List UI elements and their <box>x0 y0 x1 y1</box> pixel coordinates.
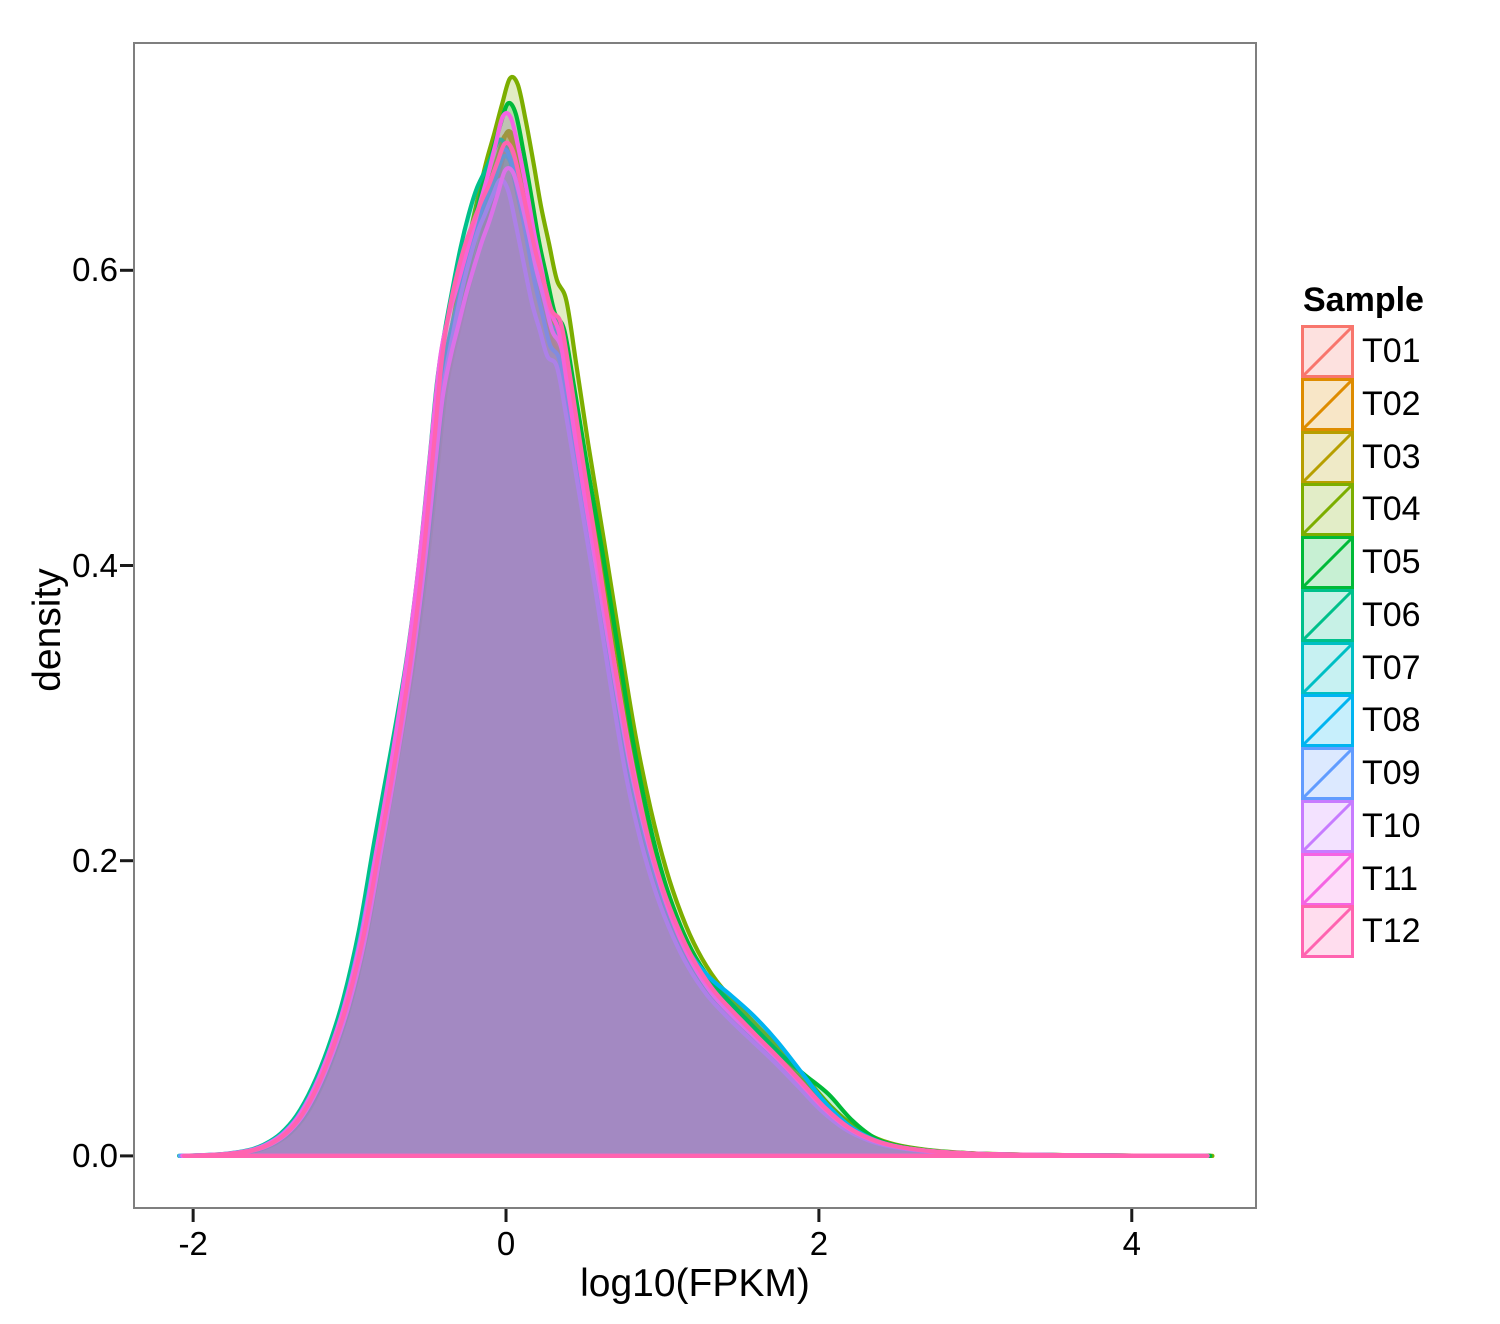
legend-key-T11 <box>1301 852 1354 906</box>
legend-key-icon-T01 <box>1301 325 1354 378</box>
legend-key-icon-T02 <box>1301 377 1354 431</box>
legend-key-icon-T12 <box>1301 905 1354 959</box>
legend-label-T06: T06 <box>1362 595 1421 634</box>
legend-key-icon-T06 <box>1301 588 1354 642</box>
density-curves-group <box>177 74 1215 1158</box>
legend-key-icon-T03 <box>1301 430 1354 484</box>
y-axis-title: density <box>26 568 69 692</box>
density-fill-T06 <box>179 139 1203 1156</box>
legend-key-icon-T08 <box>1301 694 1354 748</box>
density-fill-T03 <box>187 131 1211 1156</box>
y-tick-label-0: 0.0 <box>72 1136 118 1174</box>
legend-key-icon-T09 <box>1301 747 1354 800</box>
legend-key-T08 <box>1301 694 1354 748</box>
density-fill-T08 <box>182 149 1206 1156</box>
legend-key-T03 <box>1301 430 1354 484</box>
y-tick-label-2: 0.4 <box>72 546 118 584</box>
legend-key-T01 <box>1301 325 1354 378</box>
legend-label-T07: T07 <box>1362 648 1421 687</box>
legend-label-T09: T09 <box>1362 754 1421 792</box>
density-fill-T02 <box>184 134 1208 1156</box>
y-tick-label-1: 0.2 <box>72 841 118 879</box>
legend-label-T10: T10 <box>1362 806 1421 845</box>
legend-key-icon-T10 <box>1301 799 1354 853</box>
legend-key-T07 <box>1301 641 1354 695</box>
density-fill-T11 <box>182 113 1206 1156</box>
density-fill-T05 <box>187 103 1211 1156</box>
x-tick-label-3: 4 <box>1122 1225 1141 1262</box>
legend-label-T01: T01 <box>1362 332 1421 370</box>
legend-label-T12: T12 <box>1362 912 1421 951</box>
legend-label-T02: T02 <box>1362 384 1421 423</box>
legend-key-T04 <box>1301 483 1354 537</box>
panel-border <box>133 42 1257 1209</box>
legend-label-T04: T04 <box>1362 490 1421 529</box>
panel-background <box>134 43 1256 1208</box>
x-axis-title: log10(FPKM) <box>580 1262 810 1305</box>
legend-key-icon-T04 <box>1301 483 1354 537</box>
legend-label-T08: T08 <box>1362 701 1421 740</box>
legend-key-icon-T05 <box>1301 536 1354 589</box>
legend-title: Sample <box>1303 281 1424 319</box>
legend-key-T06 <box>1301 588 1354 642</box>
legend-key-T02 <box>1301 377 1354 431</box>
legend-label-T05: T05 <box>1362 543 1421 581</box>
legend-key-T10 <box>1301 799 1354 853</box>
x-tick-label-1: 0 <box>496 1225 516 1262</box>
density-fill-T10 <box>184 168 1208 1156</box>
x-tick-label-0: -2 <box>178 1225 208 1262</box>
x-tick-label-2: 2 <box>809 1225 829 1262</box>
legend-key-T05 <box>1301 536 1354 589</box>
y-tick-label-3: 0.6 <box>72 251 118 289</box>
legend-key-T12 <box>1301 905 1354 959</box>
legend-key-icon-T11 <box>1301 852 1354 906</box>
density-fill-T09 <box>179 179 1204 1156</box>
legend-label-T03: T03 <box>1362 437 1421 476</box>
density-fill-T01 <box>186 145 1210 1156</box>
density-outline-T12 <box>182 140 1210 1158</box>
legend-key-icon-T07 <box>1301 641 1354 695</box>
density-fill-T04 <box>189 76 1213 1156</box>
legend-key-T09 <box>1301 747 1354 800</box>
legend-label-T11: T11 <box>1362 859 1419 898</box>
